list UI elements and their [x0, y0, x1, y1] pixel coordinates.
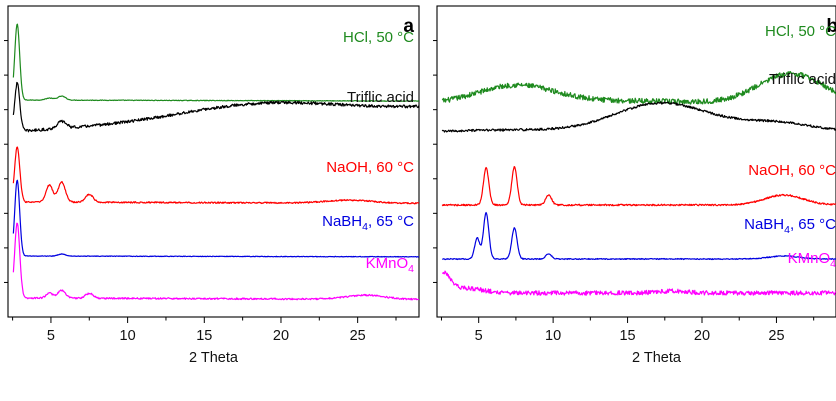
series-line — [441, 70, 836, 105]
x-tick-label: 5 — [475, 328, 483, 344]
series-label: HCl, 50 °C — [765, 23, 836, 40]
series-line — [12, 23, 419, 102]
plot-frame — [7, 5, 420, 318]
series-line — [441, 165, 836, 207]
x-tick-label: 15 — [619, 328, 635, 344]
x-tick-label: 25 — [768, 328, 784, 344]
series-line — [12, 81, 419, 133]
panel-label: b — [826, 16, 836, 37]
x-tick-label: 25 — [350, 328, 366, 344]
series-line — [442, 270, 836, 296]
series-label: Triflic acid — [769, 71, 836, 88]
plot-frame — [436, 5, 836, 318]
x-axis-label: 2 Theta — [189, 350, 239, 366]
series-label: NaBH4, 65 °C — [322, 213, 414, 233]
x-tick-label: 20 — [694, 328, 710, 344]
series-line — [12, 179, 419, 258]
x-tick-label: 5 — [47, 328, 55, 344]
x-tick-label: 20 — [273, 328, 289, 344]
series-line — [441, 101, 836, 133]
x-tick-label: 10 — [545, 328, 561, 344]
series-line — [12, 146, 419, 205]
x-axis-label: 2 Theta — [632, 350, 682, 366]
series-label: NaOH, 60 °C — [748, 162, 836, 179]
series-line — [441, 211, 836, 261]
series-line — [12, 222, 419, 301]
panel-label: a — [403, 16, 414, 37]
series-label: HCl, 50 °C — [343, 29, 414, 46]
x-tick-label: 10 — [120, 328, 136, 344]
series-label: KMnO4 — [788, 250, 836, 270]
series-label: NaBH4, 65 °C — [744, 216, 836, 236]
series-label: Triflic acid — [347, 89, 414, 106]
series-label: NaOH, 60 °C — [326, 159, 414, 176]
x-tick-label: 15 — [196, 328, 212, 344]
series-label: KMnO4 — [366, 255, 415, 275]
